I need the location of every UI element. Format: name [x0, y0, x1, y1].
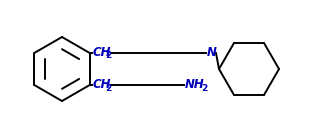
Text: CH: CH — [93, 78, 111, 91]
Text: NH: NH — [185, 78, 205, 91]
Text: CH: CH — [93, 45, 111, 58]
Text: 2: 2 — [201, 83, 207, 92]
Text: 2: 2 — [106, 83, 112, 92]
Text: N: N — [207, 45, 217, 58]
Text: 2: 2 — [106, 52, 112, 61]
